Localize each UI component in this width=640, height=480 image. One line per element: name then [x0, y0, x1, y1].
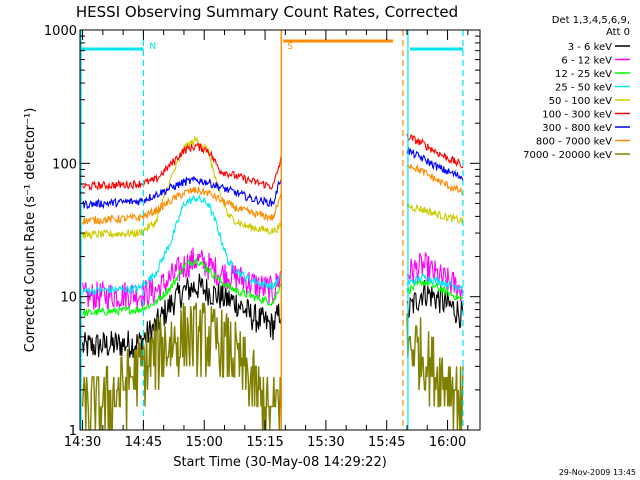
x-tick-label: 15:45: [368, 435, 405, 450]
series-line: [82, 193, 282, 296]
series-line: [82, 186, 282, 225]
legend-label: 3 - 6 keV: [568, 42, 612, 53]
y-axis: 1 10 100 1000: [44, 24, 480, 439]
series-line: [406, 133, 464, 169]
legend-label: 7000 - 20000 keV: [523, 150, 612, 161]
y-tick-label: 1000: [44, 24, 77, 39]
chart-title: HESSI Observing Summary Count Rates, Cor…: [76, 3, 458, 21]
legend-label: 50 - 100 keV: [549, 96, 613, 107]
legend-header: Det 1,3,4,5,6,9, Att 0: [552, 15, 630, 38]
legend-label: 100 - 300 keV: [542, 110, 612, 121]
x-tick-label: 14:45: [125, 435, 162, 450]
series-line: [82, 273, 282, 358]
series-line: [406, 273, 464, 292]
series-line: [406, 146, 464, 182]
marker-label: N: [149, 42, 156, 52]
series-line: [406, 279, 464, 329]
x-tick-label: 15:00: [185, 435, 222, 450]
legend-header-line-1: Det 1,3,4,5,6,9,: [552, 15, 630, 26]
plot-frame: [79, 29, 481, 431]
x-tick-label: 14:30: [64, 435, 101, 450]
series-lines: [81, 133, 464, 430]
legend-label: 6 - 12 keV: [561, 56, 612, 67]
x-axis: 14:30 14:45 15:00 15:15 15:30 15:45 16:00: [64, 30, 469, 450]
legend-label: 800 - 7000 keV: [536, 137, 612, 148]
legend: 3 - 6 keV 6 - 12 keV 12 - 25 keV 25 - 50 ke…: [523, 42, 630, 161]
series-line: [406, 251, 464, 302]
legend-header-line-2: Att 0: [606, 27, 630, 38]
y-tick-label: 10: [60, 291, 77, 306]
x-axis-label: Start Time (30-May-08 14:29:22): [173, 455, 387, 470]
series-line: [82, 176, 282, 210]
series-line: [406, 279, 464, 301]
series-line: [82, 142, 282, 191]
y-axis-label: Corrected Count Rate (s⁻¹ detector⁻¹): [23, 108, 38, 353]
legend-label: 25 - 50 keV: [555, 83, 612, 94]
series-line: [406, 313, 464, 430]
series-line: [406, 203, 464, 225]
legend-label: 12 - 25 keV: [555, 69, 612, 80]
series-line: [81, 302, 282, 430]
x-tick-label: 16:00: [429, 435, 466, 450]
series-line: [406, 163, 464, 196]
marker-label: S: [287, 42, 293, 52]
series-line: [82, 247, 282, 311]
legend-label: 300 - 800 keV: [542, 123, 612, 134]
x-tick-label: 15:15: [246, 435, 283, 450]
y-tick-label: 100: [52, 157, 77, 172]
series-line: [82, 257, 282, 317]
x-tick-label: 15:30: [307, 435, 344, 450]
y-tick-label: 1: [69, 424, 77, 439]
footer-date: 29-Nov-2009 13:45: [559, 468, 636, 477]
